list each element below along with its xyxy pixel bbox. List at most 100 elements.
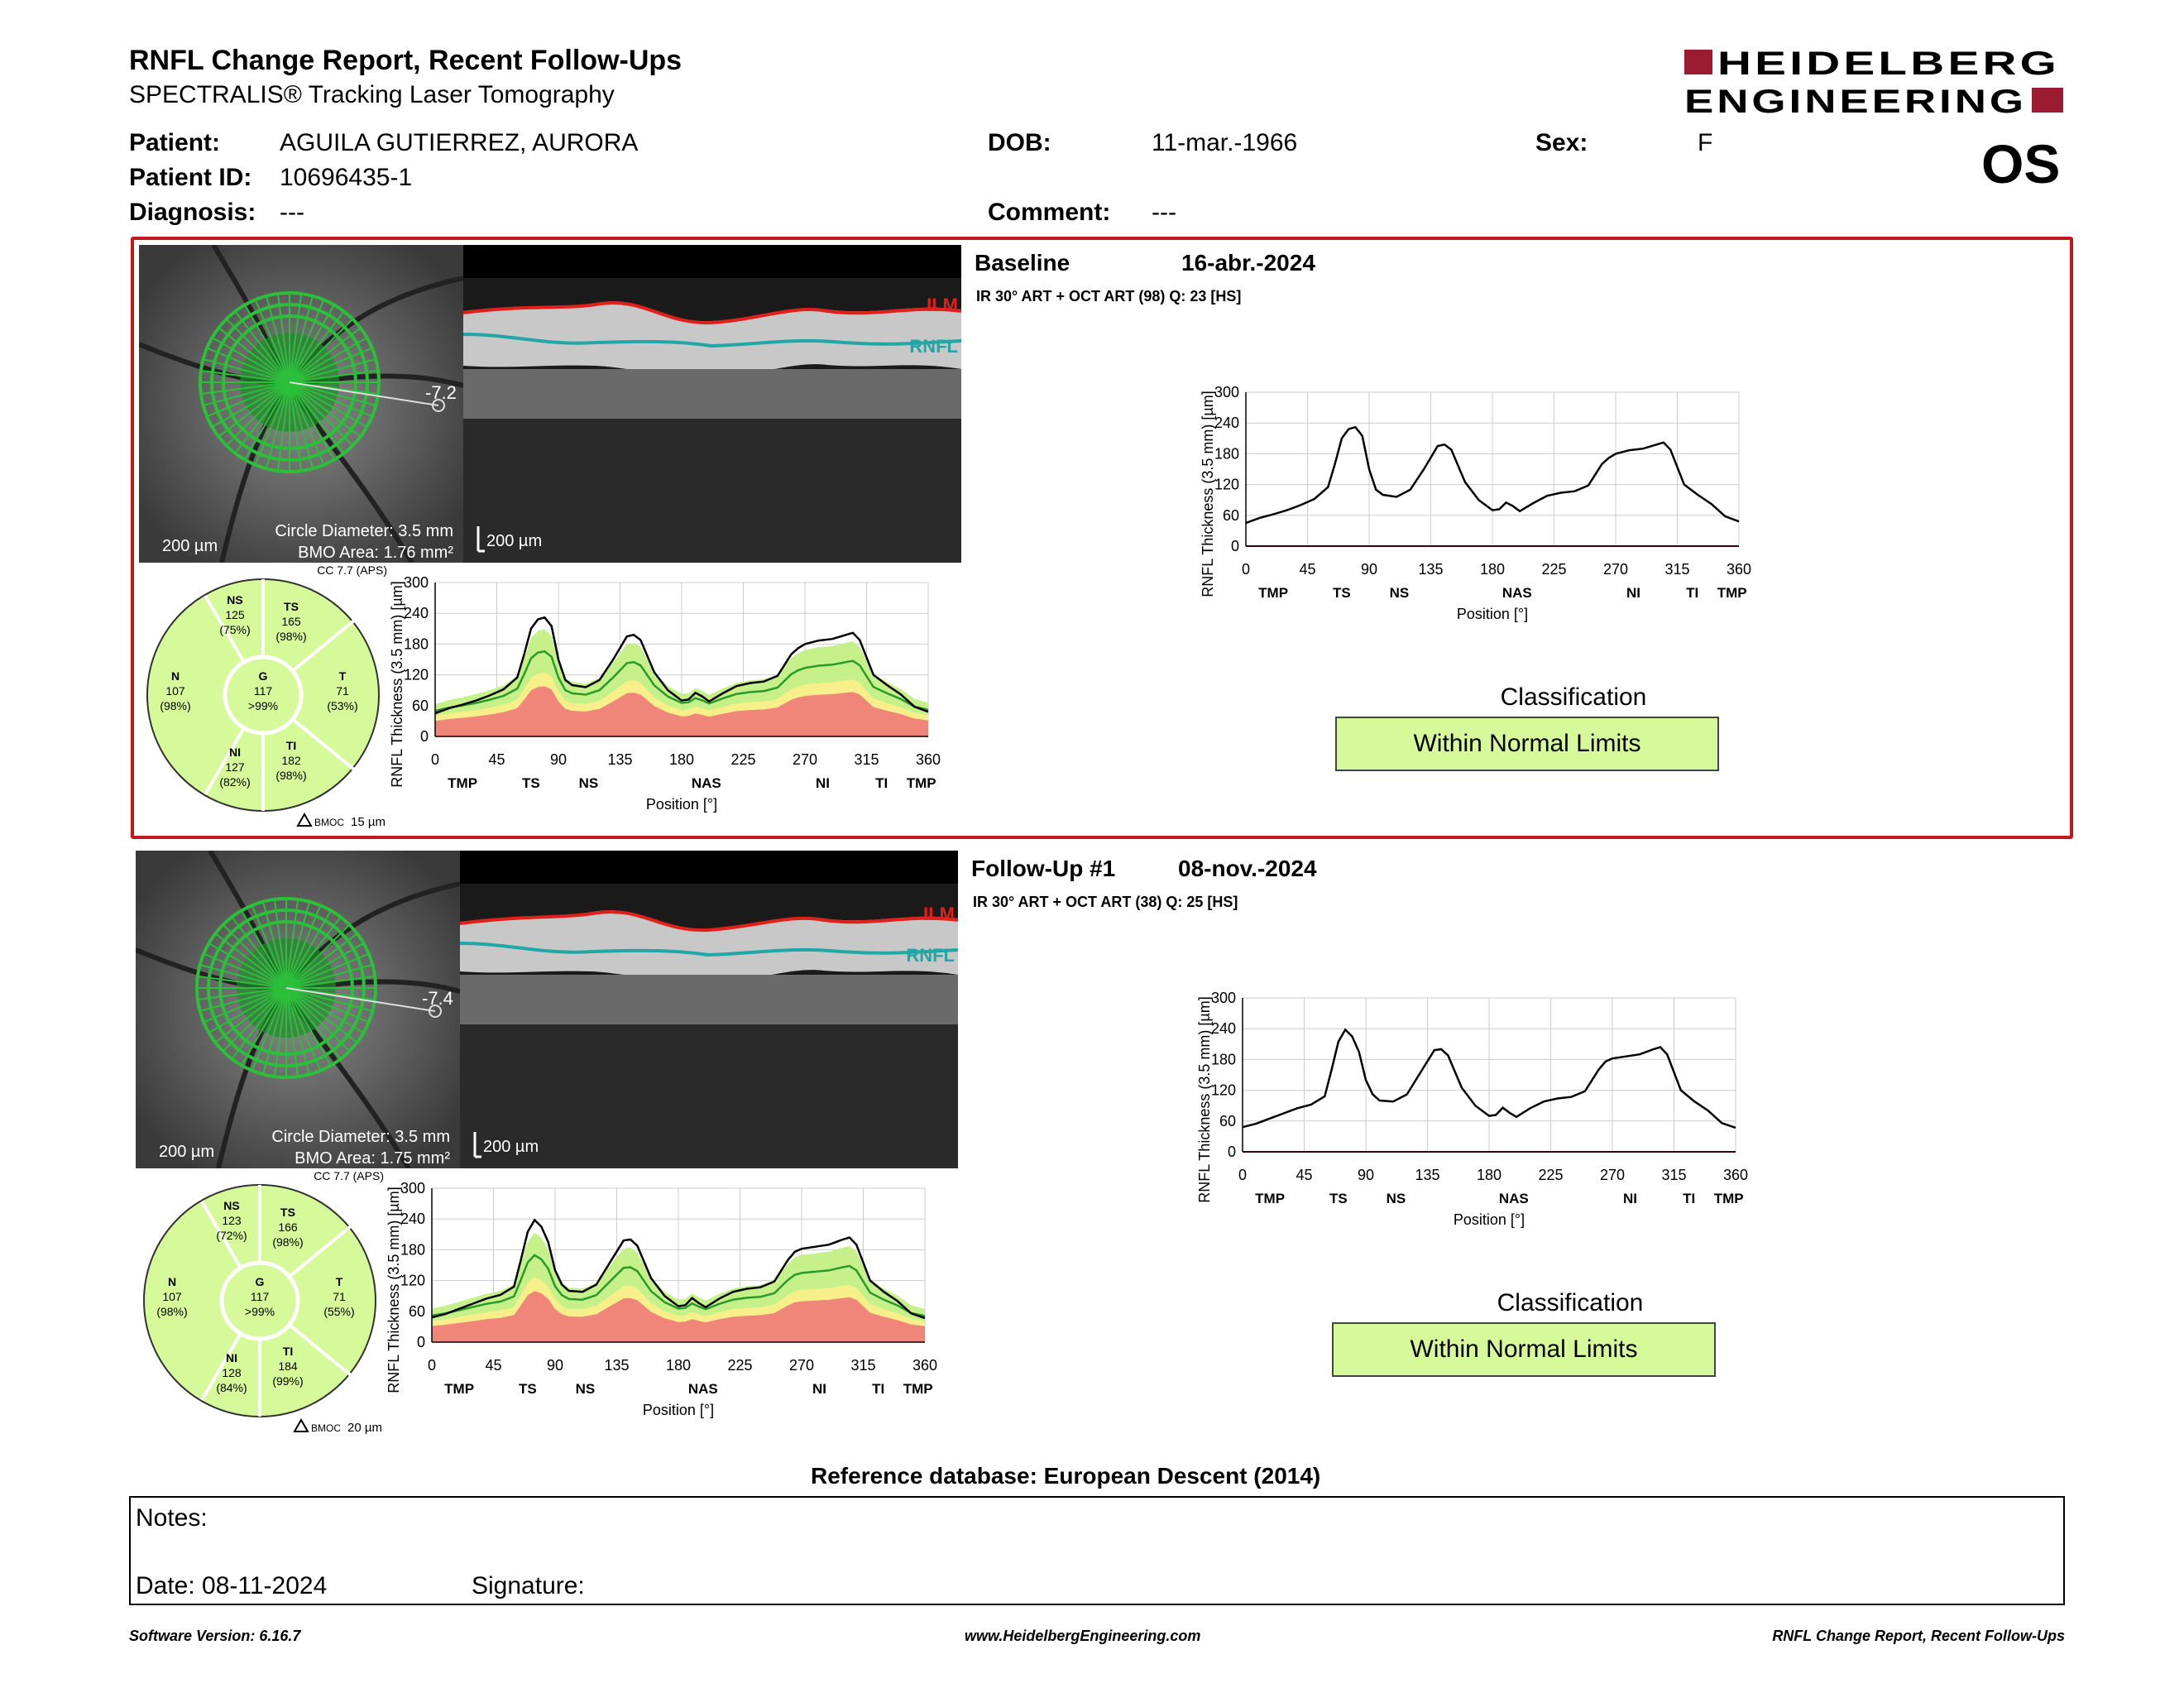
y-tick-label: 240 <box>1214 415 1239 431</box>
sector-ns-pct: (75%) <box>219 623 250 636</box>
sector-t-value: 71 <box>333 1290 346 1303</box>
sector-n-pct: (98%) <box>156 1305 187 1318</box>
dob-value: 11-mar.-1966 <box>1152 129 1298 156</box>
region-label: TS <box>1333 585 1351 601</box>
y-tick-label: 180 <box>404 635 429 652</box>
region-label: TMP <box>1255 1191 1285 1206</box>
region-label: NS <box>1387 1191 1406 1206</box>
y-tick-label: 180 <box>400 1241 425 1258</box>
region-label: TI <box>1683 1191 1695 1206</box>
rnfl-thickness-line <box>1245 425 1740 525</box>
classification-title: Classification <box>1500 683 1647 711</box>
logo-line2: ENGINEERING <box>1684 84 2027 117</box>
sector-ts-value: 166 <box>278 1220 298 1234</box>
circle-diameter: Circle Diameter: 3.5 mm <box>275 522 453 540</box>
x-tick-label: 315 <box>854 751 879 768</box>
sector-ns-value: 123 <box>222 1214 242 1227</box>
sector-ti-label: TI <box>286 739 296 752</box>
bmoc-value: 20 µm <box>347 1421 382 1435</box>
x-tick-label: 225 <box>730 751 755 768</box>
sector-ns-value: 125 <box>225 608 245 621</box>
x-tick-label: 270 <box>1600 1167 1625 1183</box>
region-label: TMP <box>903 1381 933 1397</box>
logo-line1: HEIDELBERG <box>1717 48 2060 82</box>
sector-t-value: 71 <box>336 684 349 698</box>
y-tick-label: 180 <box>1211 1051 1236 1067</box>
x-tick-label: 90 <box>547 1357 563 1374</box>
region-label: NI <box>1623 1191 1637 1206</box>
x-tick-label: 270 <box>793 751 817 768</box>
sector-g-label: G <box>256 1275 265 1288</box>
region-label: TMP <box>1717 585 1747 601</box>
sector-ni-label: NI <box>229 746 241 759</box>
region-label: TMP <box>1714 1191 1744 1206</box>
rnfl-thickness-line <box>434 616 929 715</box>
x-tick-label: 180 <box>1480 561 1505 578</box>
y-tick-label: 300 <box>404 574 429 591</box>
region-label: TMP <box>907 775 936 791</box>
region-label: NAS <box>692 775 721 791</box>
fundus-graphic: -7.2 200 µm Circle Diameter: 3.5 mm BMO … <box>139 245 463 563</box>
reference-database: Reference database: European Descent (20… <box>811 1463 1321 1489</box>
x-tick-label: 0 <box>1242 561 1250 578</box>
x-tick-label: 225 <box>1541 561 1566 578</box>
followup-section: -7.4 200 µm Circle Diameter: 3.5 mm BMO … <box>131 846 2067 1441</box>
sector-ns-label: NS <box>223 1199 239 1212</box>
y-tick-label: 300 <box>1211 990 1236 1006</box>
x-tick-label: 360 <box>1723 1167 1748 1183</box>
sector-ti-label: TI <box>283 1345 293 1358</box>
x-tick-label: 0 <box>431 751 439 768</box>
y-tick-label: 60 <box>1219 1113 1236 1129</box>
x-axis-label: Position [°] <box>1454 1211 1525 1228</box>
y-axis-label: RNFL Thickness (3.5 mm) [µm] <box>1196 996 1213 1202</box>
notes-box: Notes: Date: 08-11-2024 Signature: <box>129 1496 2065 1605</box>
patient-label: Patient: <box>129 129 221 156</box>
sector-ts-label: TS <box>284 600 299 613</box>
bscan-graphic: ILM RNFL 200 µm <box>463 245 961 563</box>
x-tick-label: 225 <box>1538 1167 1563 1183</box>
sector-n-pct: (98%) <box>160 699 190 712</box>
region-label: NI <box>816 775 830 791</box>
rnfl-thickness-line <box>431 1218 926 1320</box>
sector-ns-pct: (72%) <box>216 1229 247 1242</box>
sector-n-label: N <box>168 1275 176 1288</box>
fundus-image: -7.4 200 µm Circle Diameter: 3.5 mm BMO … <box>136 851 460 1168</box>
y-tick-label: 0 <box>1231 538 1239 554</box>
x-tick-label: 360 <box>916 751 941 768</box>
x-tick-label: 270 <box>1603 561 1628 578</box>
x-tick-label: 180 <box>669 751 694 768</box>
classification-badge: Within Normal Limits <box>1332 1322 1716 1377</box>
rnfl-profile-chart: 0 60 120 180 240 300 0 45 90 135 180 225 270 315 360 TM… <box>386 1180 937 1418</box>
x-tick-label: 90 <box>1358 1167 1374 1183</box>
footer-report-name: RNFL Change Report, Recent Follow-Ups <box>1772 1628 2065 1644</box>
bscan-graphic: ILM RNFL 200 µm <box>460 851 958 1168</box>
sector-ns-label: NS <box>227 593 242 607</box>
sector-ti-value: 184 <box>278 1360 298 1373</box>
normative-mean-line <box>434 650 929 712</box>
region-label: NAS <box>1499 1191 1529 1206</box>
x-tick-label: 90 <box>1361 561 1377 578</box>
report-title: RNFL Change Report, Recent Follow-Ups <box>129 45 682 76</box>
fundus-graphic: -7.4 200 µm Circle Diameter: 3.5 mm BMO … <box>136 851 460 1168</box>
bmo-area: BMO Area: 1.75 mm² <box>295 1149 450 1168</box>
sector-t-label: T <box>339 669 347 683</box>
sector-n-value: 107 <box>162 1290 182 1303</box>
region-label: TMP <box>1258 585 1288 601</box>
y-axis-label: RNFL Thickness (3.5 mm) [µm] <box>1200 391 1216 597</box>
x-tick-label: 360 <box>1727 561 1751 578</box>
y-tick-label: 0 <box>420 728 429 745</box>
sector-ti-pct: (99%) <box>272 1374 303 1388</box>
fundus-scale: 200 µm <box>162 537 218 555</box>
y-tick-label: 240 <box>1211 1020 1236 1037</box>
y-tick-label: 120 <box>404 667 429 683</box>
outside-normal-band <box>435 686 928 736</box>
report-subtitle: SPECTRALIS® Tracking Laser Tomography <box>129 81 615 108</box>
bscan-scale: 200 µm <box>486 532 542 550</box>
x-tick-label: 135 <box>607 751 632 768</box>
rnfl-label: RNFL <box>909 336 958 357</box>
y-tick-label: 60 <box>412 698 429 714</box>
region-label: TI <box>875 775 888 791</box>
comment-value: --- <box>1152 199 1176 226</box>
x-tick-label: 90 <box>550 751 567 768</box>
sex-value: F <box>1698 129 1713 156</box>
